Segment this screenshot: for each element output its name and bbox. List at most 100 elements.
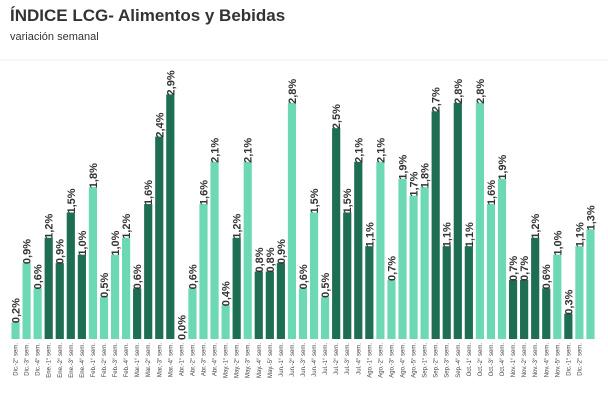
bar	[354, 161, 363, 339]
x-tick-label: Jun.-3° sem.	[301, 343, 307, 377]
bar-value-label: 0,9%	[276, 239, 288, 264]
bar-value-label: 0,6%	[187, 264, 199, 289]
bar	[243, 161, 252, 339]
bar	[265, 271, 274, 339]
bar-value-label: 0,9%	[22, 239, 34, 264]
bar	[343, 212, 352, 339]
x-tick-label: May.-2° sem.	[235, 343, 241, 378]
x-tick-label: May.-1° sem.	[224, 343, 230, 378]
bar	[309, 212, 319, 339]
bar-value-label: 1,1%	[574, 222, 586, 247]
bar	[210, 161, 219, 339]
x-tick-label: Feb.-1° sem.	[91, 343, 97, 378]
bar	[508, 279, 518, 339]
bar	[376, 161, 385, 339]
bar-value-label: 1,5%	[309, 188, 321, 213]
bar	[531, 237, 540, 339]
x-tick-label: Feb.-4° sem.	[124, 343, 130, 378]
bar	[398, 178, 407, 339]
bar-value-label: 2,1%	[353, 138, 365, 163]
bar-value-label: 1,2%	[44, 214, 56, 239]
bar-value-label: 0,7%	[519, 256, 531, 281]
bar-value-label: 0,9%	[55, 239, 67, 264]
x-tick-label: Dic.-4° sem.	[36, 343, 42, 376]
chart-subtitle: variación semanal	[10, 31, 99, 43]
x-tick-label: Nov.-1° sem.	[511, 343, 517, 378]
bar-value-label: 0,6%	[132, 264, 144, 289]
bar-value-label: 0,4%	[221, 281, 233, 306]
x-tick-label: Ago.-4° sem.	[401, 343, 407, 378]
x-tick-label: May.-5° sem.	[268, 343, 274, 378]
bar	[188, 288, 197, 339]
bar	[88, 187, 98, 339]
bar-value-label: 1,9%	[398, 154, 410, 179]
x-tick-label: Sep.-3° sem.	[445, 343, 451, 378]
bar	[464, 246, 473, 339]
x-tick-label: Jul.-3° sem.	[345, 343, 351, 375]
bar-value-label: 1,1%	[464, 222, 476, 247]
x-tick-label: May.-4° sem.	[257, 343, 263, 378]
bar	[564, 313, 573, 339]
x-tick-label: Mar.-2° sem.	[146, 343, 152, 377]
bar	[254, 271, 263, 339]
bar	[586, 229, 595, 339]
bar-value-label: 1,9%	[497, 154, 509, 179]
bar-value-label: 2,8%	[475, 79, 487, 104]
x-tick-label: Feb.-3° sem.	[113, 343, 119, 378]
bar-value-label: 0,3%	[563, 289, 575, 314]
bar-value-label: 0,0%	[176, 315, 188, 340]
bars-group	[11, 94, 595, 340]
bar	[155, 136, 164, 339]
bar	[33, 288, 42, 339]
value-labels-group: 0,2%0,9%0,6%1,2%0,9%1,5%1,0%1,8%0,5%1,0%…	[11, 70, 598, 340]
bar-value-label: 1,7%	[409, 171, 421, 196]
bar	[365, 246, 374, 339]
bar	[486, 204, 496, 339]
bar	[22, 263, 31, 339]
x-tick-label: Nov.-2° sem.	[522, 343, 528, 378]
bar-value-label: 0,7%	[386, 256, 398, 281]
bar	[575, 246, 584, 339]
x-tick-label: Jun.-4° sem.	[312, 343, 318, 377]
x-tick-label: Abr.-4° sem.	[213, 343, 219, 376]
bar-value-label: 1,0%	[110, 230, 122, 255]
bar	[497, 178, 507, 339]
bar	[520, 279, 529, 339]
x-tick-label: Ago.-5° sem.	[412, 343, 418, 378]
bar	[332, 128, 341, 339]
bar-value-label: 0,7%	[508, 256, 520, 281]
bar-value-label: 1,8%	[88, 163, 100, 188]
x-tick-label: Ago.-2° sem.	[378, 343, 384, 378]
x-tick-label: Jul.-4° sem.	[356, 343, 362, 375]
bar	[321, 296, 330, 339]
bar	[99, 296, 109, 339]
bar-value-label: 1,6%	[486, 180, 498, 205]
bar-value-label: 1,3%	[585, 205, 597, 230]
x-tick-label: Feb.-2° sem.	[102, 343, 108, 378]
x-tick-label: Dic.-3° sem.	[25, 343, 31, 376]
x-tick-label: Jun.-1° sem.	[279, 343, 285, 377]
bar	[199, 204, 208, 339]
bar-value-label: 0,6%	[298, 264, 310, 289]
bar-value-label: 1,1%	[442, 222, 454, 247]
bar-value-label: 0,5%	[99, 273, 111, 298]
bar	[144, 204, 153, 339]
bar	[133, 288, 142, 339]
bar-value-label: 0,6%	[541, 264, 553, 289]
bar-value-label: 1,2%	[121, 214, 133, 239]
bar	[542, 288, 551, 339]
bar	[110, 254, 120, 339]
bar	[409, 195, 418, 339]
bar	[77, 254, 86, 339]
bar	[122, 237, 131, 339]
bar-value-label: 2,5%	[331, 104, 343, 129]
x-tick-label: Dic.-2° sem.	[577, 343, 583, 376]
bar	[44, 237, 53, 339]
bar-value-label: 1,6%	[198, 180, 210, 205]
bar	[11, 322, 20, 339]
bar-value-label: 1,8%	[420, 163, 432, 188]
x-tick-label: Ago.-3° sem.	[389, 343, 395, 378]
bar-value-label: 1,5%	[342, 188, 354, 213]
x-tick-label: Oct.-4° sem.	[500, 343, 506, 377]
